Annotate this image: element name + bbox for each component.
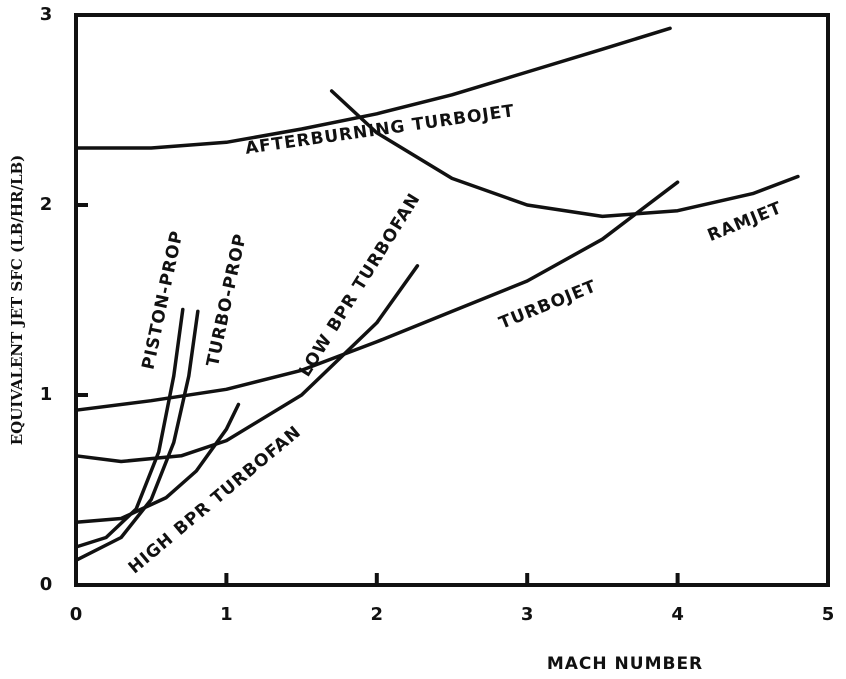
- x-tick-label: 4: [671, 604, 684, 625]
- line: [329, 89, 800, 219]
- plot-frame: [74, 13, 830, 587]
- x-tick-label: 3: [521, 604, 534, 625]
- y-tick-label: 1: [40, 384, 53, 405]
- y-axis-label: EQUIVALENT JET SFC (LB/HR/LB): [8, 155, 26, 446]
- y-tick-label: 3: [40, 4, 53, 25]
- line: [74, 264, 420, 464]
- x-tick-label: 2: [371, 604, 384, 625]
- line: [74, 309, 200, 563]
- line: [74, 26, 672, 150]
- y-tick-label: 2: [40, 194, 53, 215]
- line: [74, 402, 241, 525]
- series-label: TURBO-PROP: [203, 232, 251, 369]
- x-tick-label: 1: [220, 604, 233, 625]
- series-label: RAMJET: [705, 198, 785, 246]
- line: [74, 180, 680, 412]
- y-tick-label: 0: [40, 574, 53, 595]
- series-label: AFTERBURNING TURBOJET: [244, 101, 516, 159]
- x-axis-label: MACH NUMBER: [547, 654, 703, 674]
- x-tick-label: 5: [822, 604, 835, 625]
- x-tick-label: 0: [70, 604, 83, 625]
- line: [74, 307, 185, 549]
- series-label: TURBOJET: [496, 276, 599, 333]
- series-label: PISTON-PROP: [138, 229, 187, 372]
